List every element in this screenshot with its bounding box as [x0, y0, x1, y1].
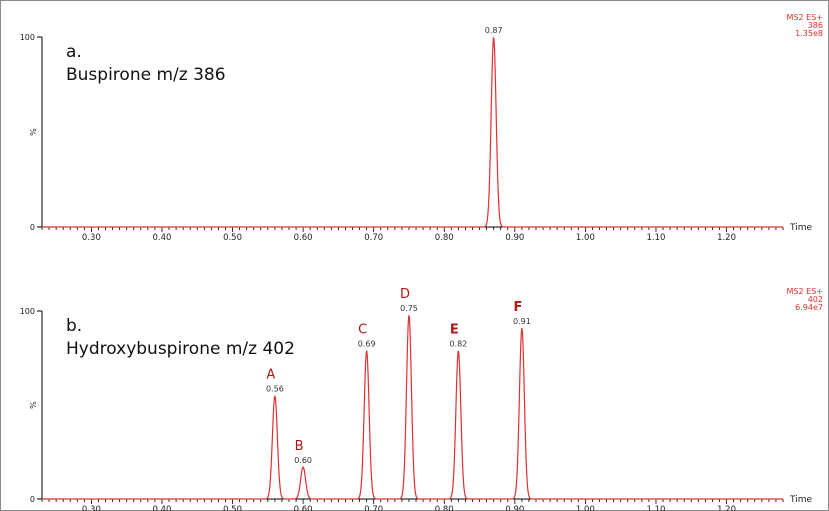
peak-rt-label: 0.60 [294, 456, 312, 465]
panel-label: b. [66, 316, 82, 336]
peak-rt-label: 0.69 [358, 339, 376, 348]
x-tick-label: 0.90 [505, 233, 524, 243]
y-axis-label: % [29, 128, 38, 136]
peak-rt-label: 0.91 [513, 317, 531, 326]
peak-letter-C: C [358, 322, 367, 337]
y-tick-label: 0 [30, 495, 35, 504]
x-tick-label: 0.30 [82, 233, 101, 243]
peak-rt-label: 0.82 [449, 339, 467, 348]
x-tick-label: 1.00 [576, 505, 595, 511]
info-line: 402 [808, 295, 823, 304]
x-tick-label: 1.10 [647, 233, 666, 243]
info-line: 1.35e8 [795, 29, 823, 38]
x-tick-label: 0.50 [223, 505, 242, 511]
x-tick-label: 1.10 [647, 505, 666, 511]
y-tick-label: 100 [20, 307, 35, 316]
x-tick-label: 0.90 [505, 505, 524, 511]
chart-title: Hydroxybuspirone m/z 402 [66, 339, 295, 359]
x-tick-label: 0.80 [435, 505, 454, 511]
chart-title: Buspirone m/z 386 [66, 65, 226, 85]
peak-rt-label: 0.87 [485, 26, 503, 35]
peak-letter-D: D [400, 287, 410, 302]
x-tick-label: 1.20 [717, 505, 736, 511]
peak-letter-B: B [295, 439, 304, 454]
x-tick-label: 0.70 [364, 505, 383, 511]
x-axis-label: Time [789, 223, 812, 233]
info-line: MS2 ES+ [787, 287, 823, 296]
x-tick-label: 0.50 [223, 233, 242, 243]
peak-letter-A: A [266, 368, 275, 383]
peak-letter-E: E [450, 322, 459, 337]
x-tick-label: 0.60 [294, 233, 313, 243]
chromatogram-trace [42, 315, 783, 500]
peak-rt-label: 0.56 [266, 385, 284, 394]
x-tick-label: 1.20 [717, 233, 736, 243]
panel-label: a. [66, 42, 82, 62]
peak-rt-label: 0.75 [400, 304, 418, 313]
peak-letter-F: F [513, 300, 522, 315]
x-tick-label: 0.40 [153, 233, 172, 243]
y-tick-label: 0 [30, 223, 35, 232]
info-line: 6.94e7 [795, 303, 823, 312]
x-tick-label: 0.30 [82, 505, 101, 511]
x-axis-label: Time [789, 495, 812, 505]
x-tick-label: 0.70 [364, 233, 383, 243]
y-axis-label: % [29, 401, 38, 409]
y-tick-label: 100 [20, 33, 35, 42]
x-tick-label: 1.00 [576, 233, 595, 243]
x-tick-label: 0.60 [294, 505, 313, 511]
chromatogram-panel-b: 0.30 0.40 0.50 0.60 0.70 0.80 0.90 1.00 1.10 1.20… [20, 287, 823, 511]
info-line: MS2 ES+ [787, 13, 823, 22]
info-line: 386 [808, 21, 823, 30]
x-tick-label: 0.80 [435, 233, 454, 243]
x-tick-label: 0.40 [153, 505, 172, 511]
chromatogram-panel-a: 0.30 0.40 0.50 0.60 0.70 0.80 0.90 1.00 1.10 1.20… [20, 13, 823, 243]
chromatogram-trace [42, 36, 783, 228]
